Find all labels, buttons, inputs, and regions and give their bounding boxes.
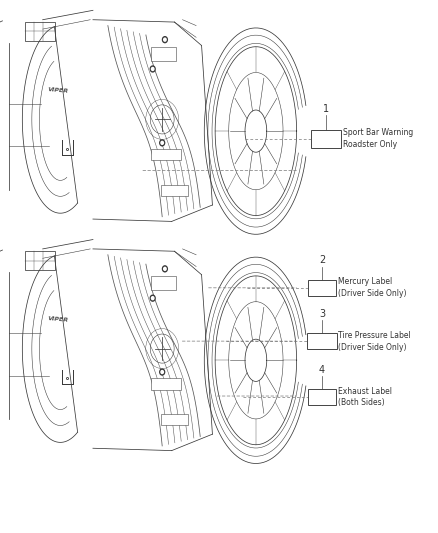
Text: Exhaust Label
(Both Sides): Exhaust Label (Both Sides) [338,386,392,408]
Circle shape [161,370,163,374]
Text: Tire Pressure Label
(Driver Side Only): Tire Pressure Label (Driver Side Only) [338,330,411,352]
Circle shape [164,38,166,41]
Bar [307,389,336,405]
Bar [25,22,55,41]
Circle shape [160,140,165,146]
Text: 4: 4 [319,365,325,375]
Circle shape [160,369,165,375]
Circle shape [152,68,154,70]
Circle shape [150,295,155,301]
Text: VIPER: VIPER [48,316,69,322]
Bar [311,130,341,148]
Text: 3: 3 [319,309,325,319]
Circle shape [150,66,155,72]
Text: Mercury Label
(Driver Side Only): Mercury Label (Driver Side Only) [338,277,406,298]
Text: VIPER: VIPER [48,87,69,93]
Circle shape [162,266,167,272]
Bar [152,276,176,290]
Circle shape [162,37,167,43]
Bar [307,333,337,349]
Text: Sport Bar Warning
Roadster Only: Sport Bar Warning Roadster Only [343,128,413,149]
Bar [152,47,176,61]
Text: 1: 1 [323,104,329,114]
Circle shape [152,297,154,300]
Circle shape [164,268,166,270]
Bar [161,414,188,425]
Text: 2: 2 [319,255,325,265]
Bar [152,378,181,390]
Bar [161,185,188,196]
Circle shape [161,141,163,144]
Bar [25,251,55,270]
Bar [307,280,336,296]
Bar [152,149,181,160]
